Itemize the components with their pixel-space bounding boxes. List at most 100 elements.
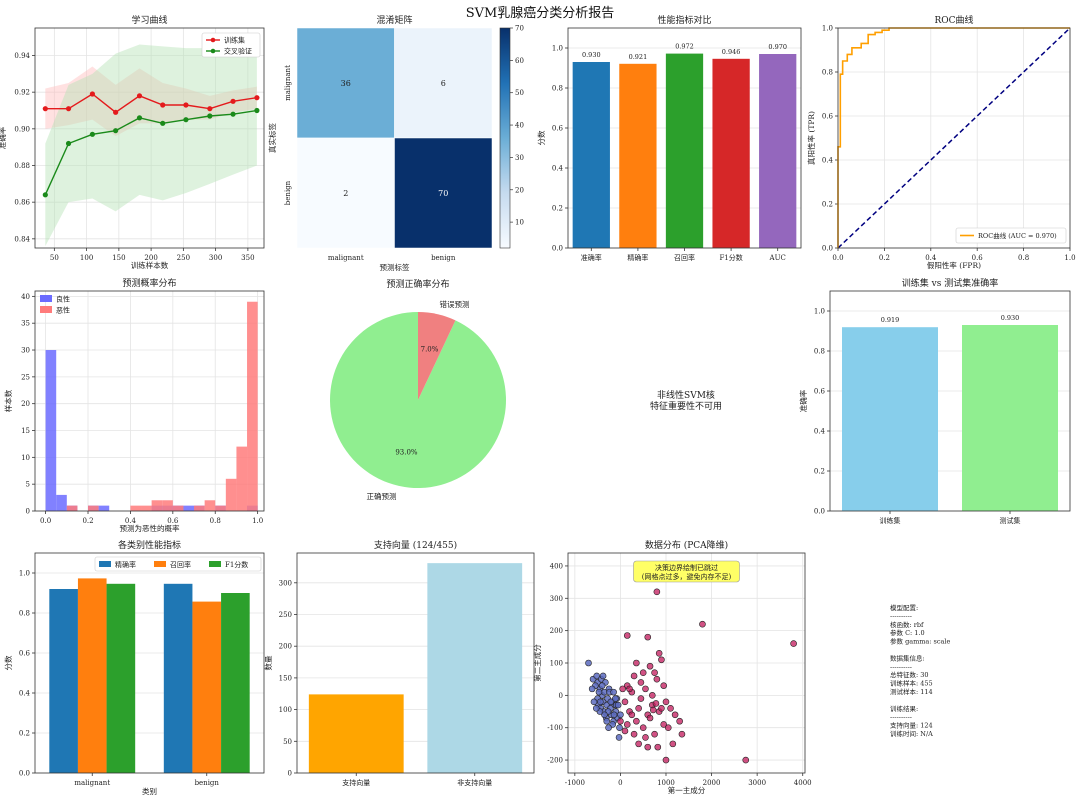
y-tick-label: 0.6: [814, 388, 826, 396]
heatmap-cell: [296, 27, 395, 139]
y-axis-label: 分数: [536, 130, 546, 145]
y-tick-label: 0.6: [822, 113, 834, 121]
malignant-point: [621, 727, 629, 735]
bar: [163, 583, 193, 773]
x-axis-label: 类别: [142, 786, 157, 796]
note-text: 决策边界绘制已跳过: [655, 563, 718, 572]
benign-point: [610, 688, 617, 696]
y-tick-label: 300: [550, 595, 563, 603]
page-title: SVM乳腺癌分类分析报告: [465, 6, 615, 21]
malignant-point: [652, 700, 660, 707]
malignant-point: [633, 659, 640, 667]
config-line: 数据集信息:: [890, 653, 925, 662]
axes-frame: [567, 552, 806, 774]
config-line: ----------: [890, 713, 912, 721]
x-tick-label: 200: [144, 254, 157, 262]
colorbar-tick-label: 20: [515, 186, 524, 194]
cell-value: 70: [438, 189, 448, 198]
pie-slice-label: 错误预测: [440, 299, 470, 309]
cell-value: 6: [441, 79, 446, 88]
y-axis-label: 真实标签: [267, 123, 277, 153]
bar: [308, 694, 404, 773]
colorbar: [499, 27, 511, 249]
malignant-point: [667, 704, 674, 712]
y-tick-label: benign: [284, 180, 292, 205]
class-metrics-chart: 0.0 0.2 0.4 0.6 0.8 1.0 malignant benign 各类别性能指标…: [3, 539, 265, 796]
bar-value-label: 0.930: [1001, 314, 1020, 322]
y-tick-label: 0.2: [19, 730, 30, 738]
benign-point: [616, 724, 623, 732]
legend-label: F1分数: [225, 560, 248, 569]
y-tick-label: 10: [21, 454, 30, 462]
malignant-point: [635, 740, 642, 748]
y-tick-label: 1.0: [814, 308, 825, 316]
y-tick-label: 0.2: [814, 468, 825, 476]
y-tick-label: 400: [550, 562, 563, 570]
benign-point: [603, 717, 611, 725]
axes-frame: [829, 290, 1071, 512]
y-tick-label: 0.86: [14, 199, 30, 207]
malignant-point: [628, 711, 636, 719]
malignant-point: [646, 662, 654, 670]
malignant-point: [630, 672, 638, 680]
x-tick-label: 0.0: [40, 517, 51, 525]
chart-title: 混淆矩阵: [376, 14, 412, 26]
hist-bar: [66, 505, 78, 511]
x-tick-label: -1000: [565, 779, 585, 787]
malignant-point: [655, 649, 663, 657]
x-tick-label: 1.0: [252, 517, 263, 525]
legend-swatch: [209, 561, 221, 567]
chart-title: ROC曲线: [934, 14, 973, 26]
x-tick-label: 0.2: [879, 254, 890, 262]
malignant-point: [790, 640, 797, 647]
bar-value-label: 0.970: [768, 43, 787, 51]
bar-value-label: 0.972: [675, 43, 694, 51]
colorbar-tick-label: 30: [515, 154, 524, 162]
axes-frame: [567, 27, 802, 249]
data-point: [42, 106, 48, 112]
x-tick-label: 测试集: [1000, 516, 1021, 525]
malignant-point: [649, 706, 657, 714]
roc-chart: 0.0 0.2 0.4 0.6 0.8 1.0 0.0 0.2 0.4 0.6 0.8 1.0 ROC曲…: [806, 14, 1076, 270]
x-tick-label: malignant: [74, 779, 110, 787]
y-tick-label: 0: [559, 692, 563, 700]
legend-marker: [210, 48, 216, 54]
data-point: [89, 91, 96, 97]
y-tick-label: 200: [279, 643, 292, 651]
malignant-point: [644, 743, 652, 751]
benign-point: [592, 704, 600, 712]
hist-bar: [183, 505, 195, 511]
y-tick-label: 0.2: [822, 201, 833, 209]
malignant-point: [654, 743, 662, 751]
x-tick-label: 0.8: [210, 517, 221, 525]
x-tick-label: 0.2: [82, 517, 93, 525]
config-line: 参数 gamma: scale: [890, 637, 950, 646]
bar: [106, 583, 136, 773]
series-line: [44, 109, 258, 196]
y-tick-label: 0.4: [552, 165, 564, 173]
x-tick-label: 召回率: [674, 253, 695, 262]
data-point: [254, 107, 260, 114]
y-tick-label: 5: [26, 481, 30, 489]
malignant-point: [664, 724, 672, 732]
y-tick-label: 250: [279, 611, 292, 619]
data-point: [65, 140, 72, 147]
legend-swatch: [40, 295, 52, 302]
benign-point: [617, 711, 624, 719]
heatmap-cell: [394, 137, 493, 249]
y-tick-label: -100: [547, 724, 563, 732]
bar: [619, 63, 657, 248]
confidence-band: [45, 44, 257, 247]
x-tick-label: 精确率: [627, 253, 648, 262]
config-line: 训练时间: N/A: [890, 729, 933, 738]
x-tick-label: 非支持向量: [457, 778, 492, 787]
data-point: [160, 120, 166, 126]
hist-bar: [247, 301, 258, 511]
malignant-point: [662, 756, 670, 764]
roc-curve: [837, 27, 1070, 248]
y-tick-label: 300: [279, 579, 292, 587]
legend-label: 召回率: [170, 560, 191, 569]
x-tick-label: 0.4: [125, 517, 137, 525]
y-tick-label: 0.6: [19, 650, 31, 658]
benign-point: [610, 711, 618, 719]
